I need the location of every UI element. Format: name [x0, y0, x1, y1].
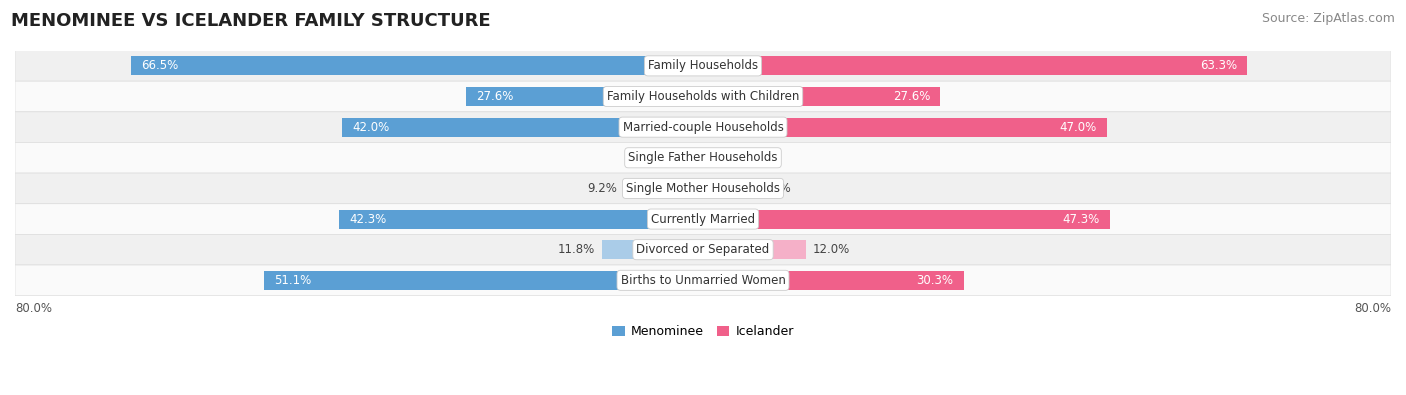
Text: 11.8%: 11.8% — [557, 243, 595, 256]
Bar — [339, 210, 703, 229]
Bar — [703, 87, 941, 106]
Bar — [703, 179, 755, 198]
Bar — [703, 56, 1247, 75]
FancyBboxPatch shape — [15, 265, 1391, 295]
Bar — [131, 56, 703, 75]
Bar — [703, 271, 963, 290]
Legend: Menominee, Icelander: Menominee, Icelander — [607, 320, 799, 343]
FancyBboxPatch shape — [15, 112, 1391, 143]
Text: 12.0%: 12.0% — [813, 243, 851, 256]
Bar — [263, 271, 703, 290]
Text: Divorced or Separated: Divorced or Separated — [637, 243, 769, 256]
FancyBboxPatch shape — [15, 173, 1391, 204]
Bar — [703, 240, 806, 259]
FancyBboxPatch shape — [15, 51, 1391, 81]
Text: Single Mother Households: Single Mother Households — [626, 182, 780, 195]
Bar — [624, 179, 703, 198]
Bar — [342, 118, 703, 137]
Bar — [465, 87, 703, 106]
FancyBboxPatch shape — [15, 143, 1391, 173]
Bar — [666, 148, 703, 167]
Bar — [602, 240, 703, 259]
Text: 27.6%: 27.6% — [893, 90, 929, 103]
Text: 2.3%: 2.3% — [730, 151, 759, 164]
Bar — [703, 210, 1109, 229]
Text: 42.3%: 42.3% — [350, 213, 387, 226]
Text: 42.0%: 42.0% — [352, 120, 389, 134]
FancyBboxPatch shape — [15, 234, 1391, 265]
Text: 6.0%: 6.0% — [762, 182, 792, 195]
Text: MENOMINEE VS ICELANDER FAMILY STRUCTURE: MENOMINEE VS ICELANDER FAMILY STRUCTURE — [11, 12, 491, 30]
Text: 80.0%: 80.0% — [15, 303, 52, 315]
Text: 4.2%: 4.2% — [630, 151, 659, 164]
FancyBboxPatch shape — [15, 204, 1391, 234]
Text: 66.5%: 66.5% — [142, 59, 179, 72]
Text: 30.3%: 30.3% — [917, 274, 953, 287]
Text: 47.3%: 47.3% — [1062, 213, 1099, 226]
Text: Family Households: Family Households — [648, 59, 758, 72]
Text: Family Households with Children: Family Households with Children — [607, 90, 799, 103]
Bar — [703, 118, 1107, 137]
Text: Single Father Households: Single Father Households — [628, 151, 778, 164]
Text: Married-couple Households: Married-couple Households — [623, 120, 783, 134]
Text: 80.0%: 80.0% — [1354, 303, 1391, 315]
Text: 47.0%: 47.0% — [1060, 120, 1097, 134]
Bar — [703, 148, 723, 167]
Text: Births to Unmarried Women: Births to Unmarried Women — [620, 274, 786, 287]
Text: 27.6%: 27.6% — [477, 90, 513, 103]
Text: Currently Married: Currently Married — [651, 213, 755, 226]
Text: Source: ZipAtlas.com: Source: ZipAtlas.com — [1261, 12, 1395, 25]
Text: 63.3%: 63.3% — [1199, 59, 1237, 72]
Text: 51.1%: 51.1% — [274, 274, 311, 287]
FancyBboxPatch shape — [15, 81, 1391, 112]
Text: 9.2%: 9.2% — [588, 182, 617, 195]
